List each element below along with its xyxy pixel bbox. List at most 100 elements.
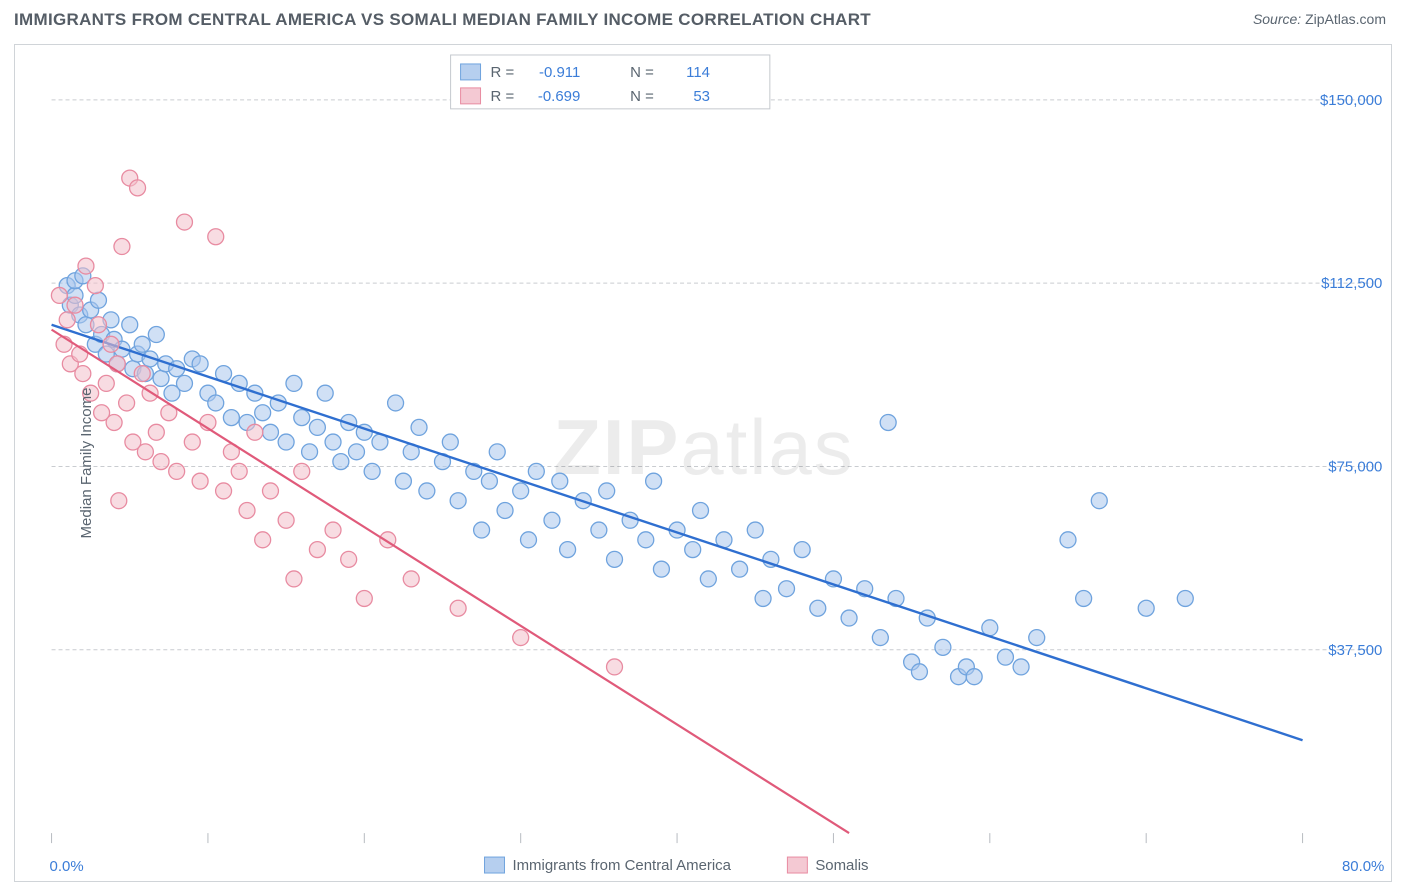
x-tick-label: 0.0% — [50, 858, 84, 875]
data-point — [286, 375, 302, 391]
data-point — [591, 522, 607, 538]
data-point — [1029, 630, 1045, 646]
data-point — [111, 493, 127, 509]
legend-n-value: 53 — [693, 88, 710, 105]
data-point — [119, 395, 135, 411]
data-point — [685, 542, 701, 558]
legend-swatch — [787, 857, 807, 873]
x-tick-label: 80.0% — [1342, 858, 1384, 875]
data-point — [513, 483, 529, 499]
data-point — [247, 424, 263, 440]
data-point — [130, 180, 146, 196]
data-point — [169, 463, 185, 479]
data-point — [794, 542, 810, 558]
data-point — [544, 512, 560, 528]
data-point — [255, 405, 271, 421]
data-point — [325, 522, 341, 538]
data-point — [841, 610, 857, 626]
data-point — [216, 483, 232, 499]
data-point — [309, 419, 325, 435]
y-axis-label: Median Family Income — [78, 388, 95, 539]
chart-title: IMMIGRANTS FROM CENTRAL AMERICA VS SOMAL… — [14, 10, 871, 30]
y-tick-label: $37,500 — [1328, 642, 1382, 659]
data-point — [294, 410, 310, 426]
y-tick-label: $112,500 — [1321, 275, 1382, 292]
data-point — [90, 317, 106, 333]
data-point — [114, 239, 130, 255]
data-point — [638, 532, 654, 548]
chart-area: Median Family Income $37,500 $75,000 $112,… — [14, 44, 1392, 882]
data-point — [134, 366, 150, 382]
data-point — [411, 419, 427, 435]
data-point — [208, 395, 224, 411]
data-point — [176, 214, 192, 230]
data-point — [1060, 532, 1076, 548]
data-point — [599, 483, 615, 499]
data-point — [1138, 600, 1154, 616]
data-point — [528, 463, 544, 479]
data-point — [341, 551, 357, 567]
data-point — [1091, 493, 1107, 509]
data-point — [755, 590, 771, 606]
data-point — [122, 317, 138, 333]
data-point — [223, 410, 239, 426]
data-point — [693, 503, 709, 519]
source-name: ZipAtlas.com — [1305, 11, 1386, 27]
data-point — [153, 454, 169, 470]
data-point — [98, 375, 114, 391]
data-point — [333, 454, 349, 470]
data-point — [106, 415, 122, 431]
data-point — [395, 473, 411, 489]
data-point — [137, 444, 153, 460]
data-point — [309, 542, 325, 558]
data-point — [747, 522, 763, 538]
data-point — [67, 297, 83, 313]
y-tick-label: $75,000 — [1328, 458, 1382, 475]
data-point — [911, 664, 927, 680]
data-point — [779, 581, 795, 597]
data-point — [286, 571, 302, 587]
legend-r-value: -0.699 — [538, 88, 580, 105]
data-point — [109, 356, 125, 372]
legend-series-label: Immigrants from Central America — [512, 857, 731, 874]
data-point — [317, 385, 333, 401]
data-point — [872, 630, 888, 646]
data-point — [403, 571, 419, 587]
data-point — [176, 375, 192, 391]
data-point — [134, 336, 150, 352]
data-point — [700, 571, 716, 587]
data-point — [51, 287, 67, 303]
data-point — [263, 424, 279, 440]
data-point — [560, 542, 576, 558]
data-point — [255, 532, 271, 548]
data-point — [935, 639, 951, 655]
data-point — [646, 473, 662, 489]
data-point — [521, 532, 537, 548]
data-point — [607, 551, 623, 567]
data-point — [153, 371, 169, 387]
data-point — [59, 312, 75, 328]
regression-line — [52, 325, 1303, 741]
data-point — [87, 278, 103, 294]
data-point — [966, 669, 982, 685]
data-point — [481, 473, 497, 489]
legend-r-label: R = — [491, 88, 515, 105]
data-point — [349, 444, 365, 460]
data-point — [356, 590, 372, 606]
data-point — [192, 473, 208, 489]
watermark: ZIPatlas — [553, 405, 854, 491]
legend-series-label: Somalis — [815, 857, 868, 874]
y-tick-label: $150,000 — [1320, 92, 1382, 109]
data-point — [364, 463, 380, 479]
data-point — [294, 463, 310, 479]
data-point — [231, 463, 247, 479]
data-point — [607, 659, 623, 675]
data-point — [278, 434, 294, 450]
data-point — [810, 600, 826, 616]
data-point — [78, 258, 94, 274]
data-point — [148, 327, 164, 343]
data-point — [302, 444, 318, 460]
source-attribution: Source: ZipAtlas.com — [1253, 11, 1386, 29]
data-point — [552, 473, 568, 489]
data-point — [325, 434, 341, 450]
